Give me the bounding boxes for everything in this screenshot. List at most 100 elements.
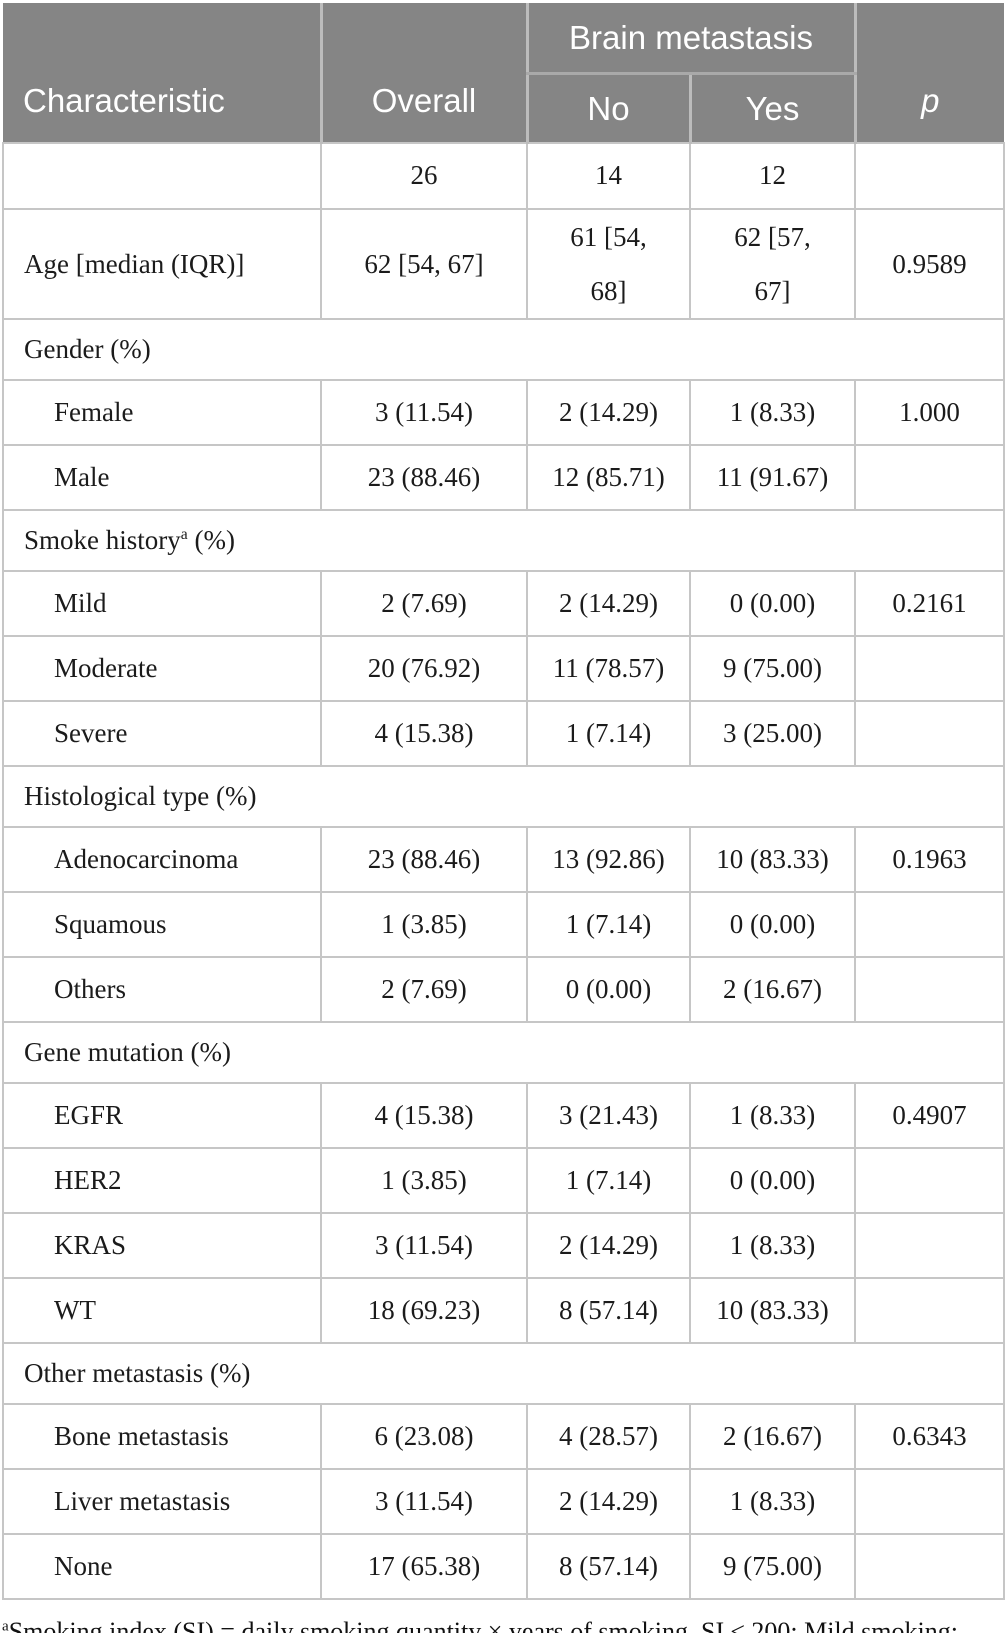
category-row: Other metastasis (%) <box>2 1342 1005 1404</box>
table-row: Bone metastasis 6 (23.08) 4 (28.57) 2 (1… <box>2 1403 1005 1469</box>
row-label-cell: Moderate <box>2 635 321 701</box>
row-label-cell: Severe <box>2 700 321 766</box>
table-header: Characteristic Overall Brain metastasis … <box>3 0 1004 143</box>
row-label-cell: Age [median (IQR)] <box>2 208 321 319</box>
cell-yes: 1 (8.33) <box>689 379 855 445</box>
cell-no: 13 (92.86) <box>526 826 690 892</box>
row-label-cell: WT <box>2 1277 321 1343</box>
cell-overall: 17 (65.38) <box>320 1533 527 1600</box>
row-label-cell: Male <box>2 444 321 510</box>
row-label: KRAS <box>54 1229 127 1260</box>
footnote-line-1: Smoking index (SI) = daily smoking quant… <box>8 1617 958 1633</box>
cell-no: 0 (0.00) <box>526 956 690 1022</box>
cell-yes: 2 (16.67) <box>689 1403 855 1469</box>
table-row: Moderate 20 (76.92) 11 (78.57) 9 (75.00) <box>2 635 1005 701</box>
cell-p-value <box>854 1277 1005 1343</box>
category-label-cell: Gene mutation (%) <box>2 1021 1005 1083</box>
row-label: WT <box>54 1294 96 1325</box>
cell-yes: 3 (25.00) <box>689 700 855 766</box>
cell-p-value <box>854 1212 1005 1278</box>
cell-overall: 2 (7.69) <box>320 956 527 1022</box>
cell-overall: 6 (23.08) <box>320 1403 527 1469</box>
category-row: Histological type (%) <box>2 765 1005 827</box>
cell-p-value: 0.2161 <box>854 570 1005 636</box>
table-row: EGFR 4 (15.38) 3 (21.43) 1 (8.33) 0.4907 <box>2 1082 1005 1148</box>
cell-overall: 2 (7.69) <box>320 570 527 636</box>
cell-p-value <box>854 700 1005 766</box>
header-p-value: p <box>853 0 1004 143</box>
row-label: Adenocarcinoma <box>54 843 239 874</box>
cell-overall: 18 (69.23) <box>320 1277 527 1343</box>
row-label-cell: Female <box>2 379 321 445</box>
header-no: No <box>525 72 690 143</box>
cell-no: 3 (21.43) <box>526 1082 690 1148</box>
table-row: WT 18 (69.23) 8 (57.14) 10 (83.33) <box>2 1277 1005 1343</box>
cell-yes: 0 (0.00) <box>689 1147 855 1213</box>
cell-overall: 20 (76.92) <box>320 635 527 701</box>
cell-no: 12 (85.71) <box>526 444 690 510</box>
cell-no: 11 (78.57) <box>526 635 690 701</box>
table-row: Age [median (IQR)] 62 [54, 67] 61 [54, 6… <box>2 208 1005 319</box>
cell-yes: 9 (75.00) <box>689 1533 855 1600</box>
cell-yes: 10 (83.33) <box>689 1277 855 1343</box>
header-characteristic: Characteristic <box>3 0 321 143</box>
table-row: Female 3 (11.54) 2 (14.29) 1 (8.33) 1.00… <box>2 379 1005 445</box>
row-label-cell: Mild <box>2 570 321 636</box>
table-row: HER2 1 (3.85) 1 (7.14) 0 (0.00) <box>2 1147 1005 1213</box>
cell-no: 4 (28.57) <box>526 1403 690 1469</box>
header-yes: Yes <box>688 72 855 143</box>
category-label: Histological type (%) <box>24 780 257 811</box>
cell-yes: 1 (8.33) <box>689 1082 855 1148</box>
cell-p-value <box>854 1468 1005 1534</box>
row-label: Bone metastasis <box>54 1420 229 1451</box>
cell-p-value <box>854 635 1005 701</box>
cell-p-value <box>854 1147 1005 1213</box>
row-label: Severe <box>54 717 128 748</box>
row-label-cell: KRAS <box>2 1212 321 1278</box>
characteristics-table: Characteristic Overall Brain metastasis … <box>2 0 1005 1600</box>
table-body: 26 14 12 Age [median (IQR)] 62 [54, 67] … <box>2 142 1005 1600</box>
row-label: Mild <box>54 587 107 618</box>
cell-p-value <box>854 142 1005 209</box>
cell-overall: 23 (88.46) <box>320 444 527 510</box>
cell-p-value <box>854 891 1005 957</box>
cell-yes: 1 (8.33) <box>689 1468 855 1534</box>
row-label: None <box>54 1550 113 1581</box>
table-row: Male 23 (88.46) 12 (85.71) 11 (91.67) <box>2 444 1005 510</box>
category-label: Gender (%) <box>24 333 151 364</box>
row-label: Female <box>54 396 134 427</box>
row-label: Age [median (IQR)] <box>24 249 245 279</box>
cell-no: 2 (14.29) <box>526 379 690 445</box>
cell-overall: 1 (3.85) <box>320 1147 527 1213</box>
table-row: Others 2 (7.69) 0 (0.00) 2 (16.67) <box>2 956 1005 1022</box>
category-row: Smoke historya (%) <box>2 509 1005 571</box>
row-label-cell: Liver metastasis <box>2 1468 321 1534</box>
row-label: Liver metastasis <box>54 1485 231 1516</box>
footnote-superscript: a <box>2 1618 9 1633</box>
row-label: Squamous <box>54 908 167 939</box>
cell-overall: 3 (11.54) <box>320 1468 527 1534</box>
cell-no: 2 (14.29) <box>526 1468 690 1534</box>
cell-no: 1 (7.14) <box>526 891 690 957</box>
cell-no: 14 <box>526 142 690 209</box>
cell-overall: 3 (11.54) <box>320 379 527 445</box>
table-row: Squamous 1 (3.85) 1 (7.14) 0 (0.00) <box>2 891 1005 957</box>
category-label-rest: (%) <box>187 524 235 555</box>
cell-overall: 26 <box>320 142 527 209</box>
row-label: Male <box>54 461 110 492</box>
row-label-cell: None <box>2 1533 321 1600</box>
cell-no: 61 [54, 68] <box>526 208 690 319</box>
row-label-cell: Bone metastasis <box>2 1403 321 1469</box>
row-label-cell: EGFR <box>2 1082 321 1148</box>
row-label: Others <box>54 973 126 1004</box>
category-label: Smoke history <box>24 524 181 555</box>
table-row: None 17 (65.38) 8 (57.14) 9 (75.00) <box>2 1533 1005 1600</box>
table-footnote: aSmoking index (SI) = daily smoking quan… <box>2 1612 1003 1633</box>
table-row: Mild 2 (7.69) 2 (14.29) 0 (0.00) 0.2161 <box>2 570 1005 636</box>
category-superscript: a <box>180 525 188 543</box>
category-label-cell: Histological type (%) <box>2 765 1005 827</box>
cell-p-value <box>854 956 1005 1022</box>
row-label-cell: Adenocarcinoma <box>2 826 321 892</box>
cell-overall: 62 [54, 67] <box>320 208 527 319</box>
cell-no: 8 (57.14) <box>526 1277 690 1343</box>
